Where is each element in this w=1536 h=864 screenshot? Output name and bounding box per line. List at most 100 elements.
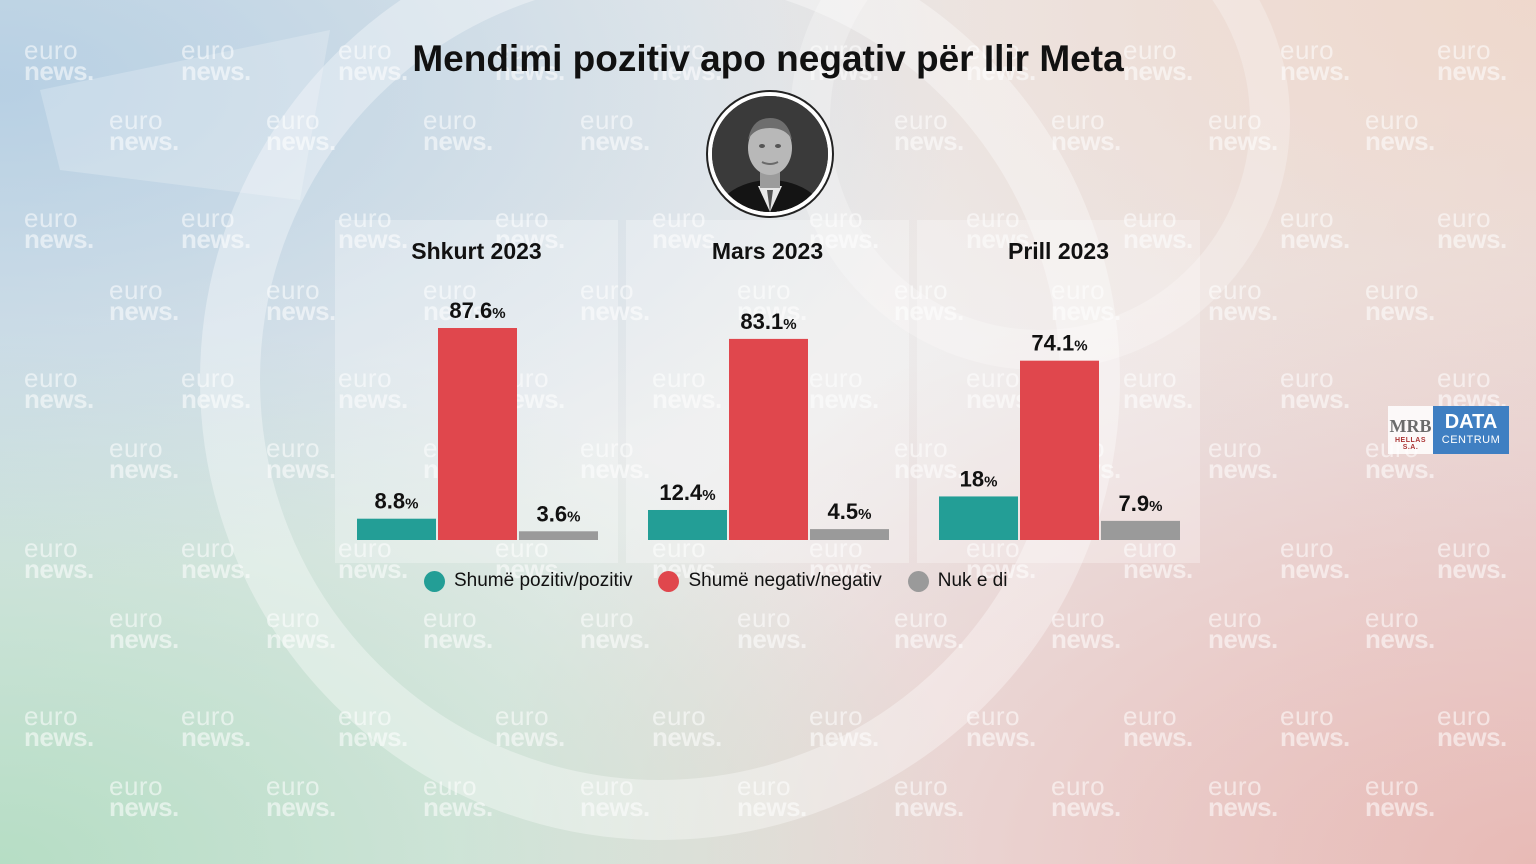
legend-label: Nuk e di	[937, 570, 1008, 591]
watermark-line1: euro	[423, 603, 478, 633]
watermark-line1: euro	[181, 701, 236, 731]
mrb-logo-text: MRB	[1389, 416, 1432, 436]
watermark-line2: news.	[181, 223, 251, 254]
watermark-line2: news.	[1208, 623, 1278, 654]
data-label-unit: %	[567, 508, 580, 525]
watermark-line1: euro	[580, 603, 635, 633]
legend-label: Shumë negativ/negativ	[688, 570, 882, 591]
watermark-line1: euro	[1365, 105, 1420, 135]
watermark-line2: news.	[1123, 721, 1193, 752]
watermark-line2: news.	[423, 623, 493, 654]
data-label: 87.6%	[449, 298, 505, 323]
watermark-line1: euro	[109, 433, 164, 463]
data-label-unit: %	[1074, 338, 1087, 355]
watermark-line2: news.	[24, 553, 94, 584]
watermark-line2: news.	[1208, 791, 1278, 822]
legend-item-dont-know: Nuk e di	[907, 570, 1008, 592]
watermark-line2: news.	[580, 623, 650, 654]
watermark-line1: euro	[580, 771, 635, 801]
data-label-unit: %	[405, 496, 418, 513]
data-label: 3.6%	[537, 501, 581, 526]
legend-label: Shumë pozitiv/pozitiv	[454, 570, 633, 591]
watermark-line1: euro	[1051, 105, 1106, 135]
watermark-line1: euro	[24, 363, 79, 393]
watermark-line1: euro	[24, 203, 79, 233]
watermark-line2: news.	[109, 623, 179, 654]
watermark-line2: news.	[338, 721, 408, 752]
watermark-line2: news.	[266, 623, 336, 654]
watermark-line1: euro	[1365, 771, 1420, 801]
data-label-value: 83.1	[740, 309, 783, 334]
bar-negative	[438, 328, 517, 540]
mrb-data-centrum-logo: MRB HELLAS S.A. DATA CENTRUM	[1388, 406, 1509, 454]
watermark-line1: euro	[109, 771, 164, 801]
watermark-line2: news.	[1437, 223, 1507, 254]
watermark-line1: euro	[652, 701, 707, 731]
watermark-line2: news.	[266, 295, 336, 326]
watermark-line1: euro	[809, 701, 864, 731]
watermark-line1: euro	[1437, 203, 1492, 233]
watermark-line2: news.	[1208, 453, 1278, 484]
watermark-line2: news.	[894, 623, 964, 654]
bar-negative	[1020, 360, 1099, 540]
watermark-line1: euro	[1208, 105, 1263, 135]
watermark-line2: news.	[1437, 553, 1507, 584]
panel-title: Prill 2023	[1007, 238, 1110, 264]
watermark-line1: euro	[1365, 275, 1420, 305]
panel-title: Mars 2023	[711, 238, 824, 264]
watermark-line1: euro	[1437, 701, 1492, 731]
watermark-line1: euro	[1437, 533, 1492, 563]
watermark-line1: euro	[1051, 771, 1106, 801]
watermark-line2: news.	[1280, 721, 1350, 752]
watermark-line1: euro	[1280, 203, 1335, 233]
watermark-line1: euro	[266, 275, 321, 305]
watermark-line2: news.	[1365, 125, 1435, 156]
watermark-line1: euro	[966, 701, 1021, 731]
watermark-line1: euro	[266, 771, 321, 801]
data-label: 83.1%	[740, 309, 796, 334]
data-label: 18%	[960, 466, 998, 491]
data-label: 8.8%	[375, 489, 419, 514]
data-label-value: 8.8	[375, 489, 406, 514]
watermark-line2: news.	[266, 125, 336, 156]
watermark-line2: news.	[737, 791, 807, 822]
watermark-line2: news.	[1280, 383, 1350, 414]
watermark-line1: euro	[495, 701, 550, 731]
watermark-line1: euro	[1208, 275, 1263, 305]
data-label: 12.4%	[659, 480, 715, 505]
watermark-line1: euro	[737, 771, 792, 801]
data-label: 74.1%	[1031, 331, 1087, 356]
bar-positive	[939, 496, 1018, 540]
legend-item-positive: Shumë pozitiv/pozitiv	[424, 570, 632, 592]
watermark-line2: news.	[737, 623, 807, 654]
watermark-line2: news.	[109, 453, 179, 484]
watermark-line1: euro	[894, 105, 949, 135]
watermark-line2: news.	[495, 721, 565, 752]
data-label-value: 87.6	[449, 298, 492, 323]
watermark-line2: news.	[181, 721, 251, 752]
